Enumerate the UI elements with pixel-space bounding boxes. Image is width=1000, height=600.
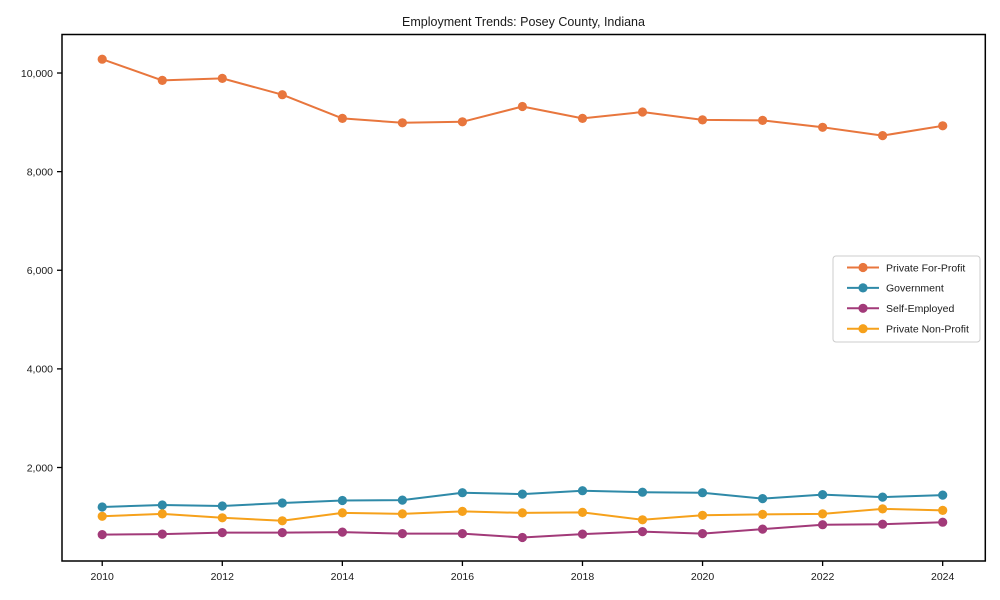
data-point-government — [637, 487, 648, 497]
data-point-private-non-profit — [457, 506, 467, 516]
data-point-private-non-profit — [697, 510, 708, 520]
data-point-self-employed — [818, 520, 828, 530]
legend-marker-private-non-profit — [858, 324, 868, 334]
data-point-government — [397, 495, 407, 505]
data-point-government — [938, 490, 948, 500]
legend-marker-private-for-profit — [858, 262, 868, 273]
data-point-government — [157, 500, 167, 510]
data-point-self-employed — [397, 529, 407, 539]
data-point-private-non-profit — [517, 508, 528, 518]
x-tick-label: 2016 — [451, 571, 475, 583]
data-point-government — [577, 486, 588, 496]
data-point-private-non-profit — [397, 509, 407, 519]
x-tick-label: 2010 — [91, 571, 115, 583]
x-tick-label: 2014 — [331, 571, 355, 583]
data-point-private-non-profit — [157, 509, 167, 519]
data-point-private-for-profit — [818, 122, 828, 132]
x-tick-label: 2022 — [811, 571, 835, 583]
data-point-private-non-profit — [818, 509, 828, 519]
data-point-self-employed — [697, 529, 708, 539]
legend-label: Government — [886, 283, 944, 295]
x-tick-label: 2012 — [211, 571, 235, 583]
legend-entry-self-employed: Self-Employed — [847, 303, 954, 315]
y-tick-label: 4,000 — [27, 364, 53, 376]
y-tick-label: 10,000 — [21, 68, 53, 80]
data-point-government — [337, 495, 347, 506]
data-point-self-employed — [217, 528, 227, 538]
data-point-private-non-profit — [577, 507, 588, 517]
data-point-private-for-profit — [217, 73, 227, 83]
data-point-government — [517, 489, 528, 499]
data-point-private-non-profit — [637, 515, 648, 525]
data-point-private-for-profit — [337, 113, 347, 123]
data-point-self-employed — [157, 529, 167, 539]
data-point-government — [697, 488, 708, 498]
legend-label: Private For-Profit — [886, 262, 965, 274]
legend-entry-private-non-profit: Private Non-Profit — [847, 324, 969, 336]
data-point-private-for-profit — [97, 54, 107, 64]
data-point-private-non-profit — [97, 511, 107, 521]
data-point-private-for-profit — [697, 115, 708, 125]
data-point-government — [277, 498, 287, 508]
data-point-self-employed — [277, 528, 287, 538]
legend-label: Private Non-Profit — [886, 324, 969, 336]
data-point-private-for-profit — [457, 117, 467, 127]
legend-marker-government — [858, 283, 868, 293]
data-point-private-for-profit — [397, 118, 407, 128]
data-point-self-employed — [517, 532, 528, 543]
data-point-private-for-profit — [517, 101, 528, 112]
data-point-private-for-profit — [157, 75, 167, 85]
chart-title: Employment Trends: Posey County, Indiana — [402, 15, 645, 29]
data-point-private-non-profit — [938, 505, 948, 515]
data-point-government — [97, 502, 107, 512]
data-point-private-for-profit — [758, 115, 768, 125]
legend-label: Self-Employed — [886, 303, 954, 315]
data-point-government — [457, 488, 467, 498]
x-tick-label: 2024 — [931, 571, 955, 583]
data-point-self-employed — [97, 530, 107, 540]
data-point-private-for-profit — [938, 121, 948, 131]
data-point-private-non-profit — [758, 509, 768, 519]
data-point-self-employed — [337, 527, 347, 537]
series-line-private-for-profit — [101, 58, 943, 137]
data-point-government — [818, 490, 828, 500]
data-point-self-employed — [758, 524, 768, 534]
data-point-private-for-profit — [637, 107, 648, 117]
data-point-self-employed — [938, 517, 948, 527]
data-point-private-non-profit — [337, 508, 347, 518]
data-point-private-for-profit — [277, 90, 287, 100]
data-point-self-employed — [577, 529, 588, 539]
legend-entry-government: Government — [847, 283, 944, 295]
y-tick-label: 6,000 — [27, 265, 53, 277]
data-point-private-for-profit — [878, 131, 888, 141]
x-tick-label: 2018 — [571, 571, 595, 583]
legend-marker-self-employed — [858, 303, 868, 313]
legend-box — [832, 255, 981, 343]
data-point-government — [217, 501, 227, 511]
data-point-private-non-profit — [277, 516, 287, 526]
plot-frame — [61, 33, 987, 562]
data-point-self-employed — [878, 519, 888, 529]
y-tick-label: 2,000 — [27, 462, 53, 474]
data-point-private-non-profit — [878, 504, 888, 514]
data-point-self-employed — [457, 529, 467, 539]
data-point-self-employed — [637, 527, 648, 537]
data-point-government — [758, 494, 768, 504]
y-tick-label: 8,000 — [27, 166, 53, 178]
data-point-private-for-profit — [577, 113, 588, 123]
data-point-private-non-profit — [217, 513, 227, 523]
x-tick-label: 2020 — [691, 571, 715, 583]
legend-entry-private-for-profit: Private For-Profit — [847, 262, 965, 274]
data-point-government — [878, 492, 888, 502]
